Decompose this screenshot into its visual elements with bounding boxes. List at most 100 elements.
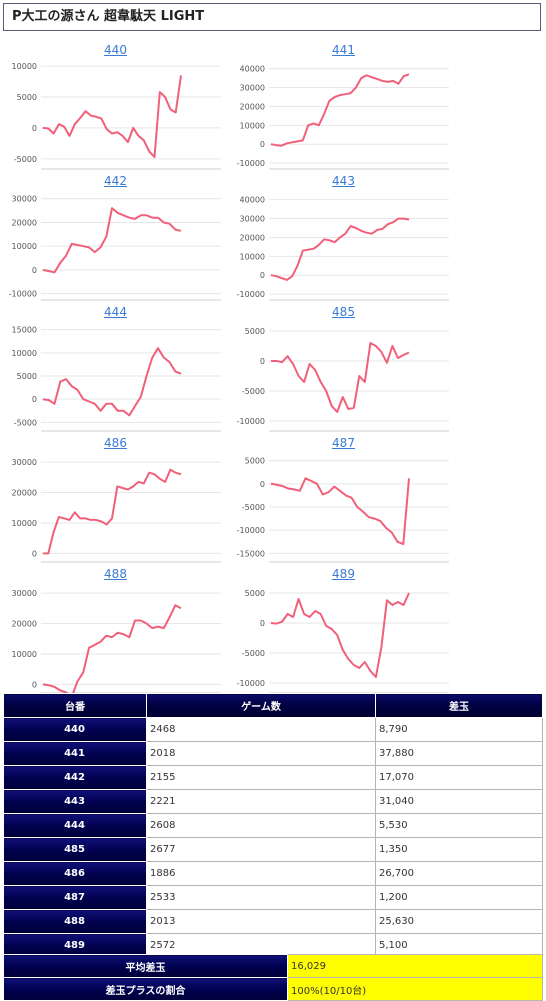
chart-title-link[interactable]: 442 [104, 174, 127, 188]
y-tick-label: 10000 [240, 121, 265, 130]
machine-number-cell: 488 [3, 909, 147, 934]
y-tick-label: 10000 [240, 252, 265, 261]
series-line [42, 604, 182, 698]
chart-plot: 5000 0 -5000 -10000 [237, 327, 449, 432]
machine-number-cell: 443 [3, 789, 147, 814]
y-tick-label: 5000 [17, 93, 37, 102]
col-header-games: ゲーム数 [146, 693, 376, 718]
chart-442: 442 30000 20000 10000 0 -10000 [3, 174, 228, 301]
y-tick-label: 10000 [12, 62, 37, 71]
y-tick-label: 0 [260, 271, 265, 280]
series-line [43, 468, 182, 555]
chart-title-link[interactable]: 443 [332, 174, 355, 188]
y-tick-label: -5000 [242, 387, 265, 396]
chart-486: 486 30000 20000 10000 0 [3, 436, 228, 563]
y-tick-label: 20000 [12, 489, 37, 498]
y-tick-label: 0 [260, 357, 265, 366]
series-line [42, 347, 182, 417]
chart-487: 487 5000 0 -5000 -10000 -15000 [231, 436, 456, 563]
chart-441: 441 40000 30000 20000 10000 0 -10000 [231, 43, 456, 170]
series-line [270, 73, 410, 147]
diff-cell: 26,700 [375, 861, 543, 886]
chart-488: 488 30000 20000 10000 0 [3, 567, 228, 698]
diff-cell: 1,200 [375, 885, 543, 910]
chart-title-link[interactable]: 487 [332, 436, 355, 450]
plus-ratio-value: 100%(10/10台) [287, 977, 543, 1001]
chart-443: 443 40000 30000 20000 10000 0 -10000 [231, 174, 456, 301]
y-tick-label: -10000 [237, 526, 265, 535]
table-header-row: 台番 ゲーム数 差玉 [3, 693, 543, 718]
y-tick-label: -10000 [237, 159, 265, 168]
y-tick-label: -5000 [242, 503, 265, 512]
series-line [270, 477, 410, 546]
chart-plot: 40000 30000 20000 10000 0 -10000 [237, 65, 449, 170]
chart-title-link[interactable]: 486 [104, 436, 127, 450]
col-header-diff: 差玉 [375, 693, 543, 718]
table-row: 444 2608 5,530 [3, 813, 543, 838]
chart-title-link[interactable]: 440 [104, 43, 127, 57]
series-line [270, 217, 410, 281]
y-tick-label: 10000 [12, 650, 37, 659]
page-title: P大工の源さん 超韋駄天 LIGHT [3, 3, 541, 31]
y-tick-label: 5000 [245, 457, 265, 466]
avg-diff-value: 16,029 [287, 954, 543, 978]
table-row: 443 2221 31,040 [3, 789, 543, 814]
chart-title-link[interactable]: 488 [104, 567, 127, 581]
machine-number-cell: 441 [3, 741, 147, 766]
diff-cell: 31,040 [375, 789, 543, 814]
game-count-cell: 2572 [146, 933, 376, 958]
game-count-cell: 2533 [146, 885, 376, 910]
diff-cell: 25,630 [375, 909, 543, 934]
y-tick-label: 0 [260, 619, 265, 628]
chart-title-link[interactable]: 444 [104, 305, 127, 319]
table-row: 487 2533 1,200 [3, 885, 543, 910]
y-tick-label: -10000 [237, 290, 265, 299]
machine-number-cell: 486 [3, 861, 147, 886]
chart-plot: 40000 30000 20000 10000 0 -10000 [237, 196, 449, 301]
machine-number-cell: 485 [3, 837, 147, 862]
summary-row-average: 平均差玉 16,029 [3, 954, 543, 978]
diff-cell: 1,350 [375, 837, 543, 862]
y-tick-label: 0 [32, 395, 37, 404]
y-tick-label: 15000 [12, 326, 37, 335]
chart-485: 485 5000 0 -5000 -10000 [231, 305, 456, 432]
diff-cell: 8,790 [375, 717, 543, 742]
y-tick-label: 10000 [12, 242, 37, 251]
chart-title-link[interactable]: 489 [332, 567, 355, 581]
y-tick-label: 0 [260, 480, 265, 489]
game-count-cell: 2677 [146, 837, 376, 862]
chart-plot: 30000 20000 10000 0 -10000 [9, 195, 221, 301]
chart-plot: 10000 5000 0 -5000 [12, 62, 221, 170]
y-tick-label: 10000 [12, 349, 37, 358]
chart-489: 489 5000 0 -5000 -10000 [231, 567, 456, 694]
game-count-cell: 2221 [146, 789, 376, 814]
machine-number-cell: 440 [3, 717, 147, 742]
y-tick-label: 0 [32, 549, 37, 558]
chart-title-link[interactable]: 485 [332, 305, 355, 319]
series-line [42, 207, 182, 274]
y-tick-label: 0 [32, 680, 37, 689]
chart-title-link[interactable]: 441 [332, 43, 355, 57]
diff-cell: 17,070 [375, 765, 543, 790]
y-tick-label: 5000 [17, 372, 37, 381]
y-tick-label: 30000 [12, 458, 37, 467]
y-tick-label: -5000 [14, 155, 37, 164]
y-tick-label: 30000 [240, 215, 265, 224]
game-count-cell: 2018 [146, 741, 376, 766]
y-tick-label: -5000 [242, 649, 265, 658]
game-count-cell: 2608 [146, 813, 376, 838]
table-row: 485 2677 1,350 [3, 837, 543, 862]
series-line [270, 592, 410, 678]
y-tick-label: 5000 [245, 589, 265, 598]
table-row: 488 2013 25,630 [3, 909, 543, 934]
y-tick-label: 40000 [240, 65, 265, 74]
summary-table: 平均差玉 16,029 差玉プラスの割合 100%(10/10台) [3, 954, 543, 1001]
chart-440: 440 10000 5000 0 -5000 [3, 43, 228, 170]
y-tick-label: -10000 [9, 290, 37, 299]
chart-plot: 5000 0 -5000 -10000 [237, 589, 449, 694]
y-tick-label: 20000 [240, 233, 265, 242]
y-tick-label: 20000 [12, 218, 37, 227]
game-count-cell: 2155 [146, 765, 376, 790]
y-tick-label: 20000 [240, 102, 265, 111]
y-tick-label: -10000 [237, 679, 265, 688]
